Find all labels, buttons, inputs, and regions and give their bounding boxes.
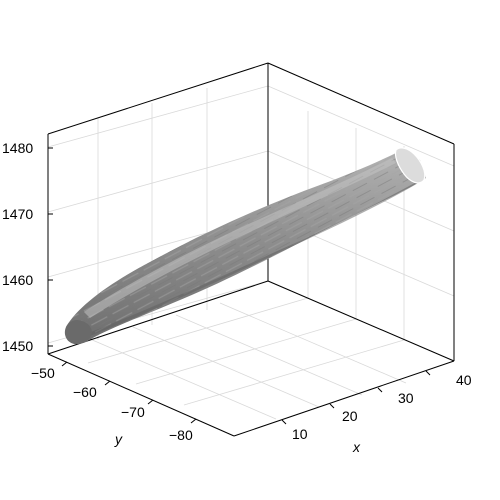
y-tick-mark-neg60: [104, 380, 111, 386]
x-axis: 10 20 30 40 x: [281, 370, 472, 455]
frame-floor-front-left: [47, 353, 235, 437]
y-axis: −50 −60 −70 −80 y: [31, 361, 197, 447]
x-tick-mark-20: [329, 403, 335, 409]
y-tick-label-neg60: −60: [73, 384, 97, 400]
surface-tube-texture: [66, 151, 426, 342]
grid-floor-x-3: [183, 339, 405, 406]
z-tick-label-1450: 1450: [2, 338, 33, 354]
y-tick-mark-neg50: [61, 361, 68, 367]
y-axis-label: y: [114, 431, 123, 447]
y-tick-label-neg50: −50: [31, 365, 55, 381]
grid-back-left-panel: [47, 85, 269, 344]
surface-tube-highlight: [84, 158, 396, 318]
x-tick-mark-10: [281, 419, 287, 425]
grid-line-z-1470: [47, 150, 269, 213]
grid-floor: [87, 297, 407, 420]
frame-back-left-top: [47, 62, 269, 135]
x-tick-label-20: 20: [342, 408, 358, 424]
y-tick-mark-neg80: [190, 418, 197, 424]
y-tick-label-neg80: −80: [169, 427, 193, 443]
grid-line-z-1480: [47, 85, 269, 148]
frame-floor-back-right: [267, 280, 455, 362]
z-tick-label-1480: 1480: [2, 140, 33, 156]
grid-floor-y-4: [219, 302, 407, 384]
z-tick-label-1460: 1460: [2, 272, 33, 288]
surface-end-cap: [394, 147, 426, 184]
grid-floor-x-2: [135, 318, 357, 385]
z-tick-label-1470: 1470: [2, 206, 33, 222]
frame-floor-front-right: [233, 360, 455, 437]
x-tick-label-40: 40: [456, 372, 472, 388]
z-axis: 1450 1460 1470 1480: [2, 140, 53, 354]
grid-floor-y-2: [132, 326, 320, 408]
x-tick-mark-30: [377, 387, 383, 393]
grid-floor-y-1: [89, 338, 277, 420]
y-tick-mark-neg70: [147, 399, 154, 405]
x-tick-label-10: 10: [292, 426, 308, 442]
surface-tube: [64, 147, 426, 345]
grid-line-z-1480-right: [267, 85, 455, 167]
grid-floor-x-1: [87, 297, 309, 364]
y-tick-label-neg70: −70: [121, 404, 145, 420]
x-tick-mark-40: [425, 370, 431, 376]
surface-start-cap: [64, 320, 92, 345]
grid-floor-y-3: [175, 314, 363, 396]
grid: [47, 85, 455, 420]
x-axis-label: x: [352, 439, 361, 455]
x-tick-label-30: 30: [398, 390, 414, 406]
frame-back-right-top: [267, 62, 455, 145]
